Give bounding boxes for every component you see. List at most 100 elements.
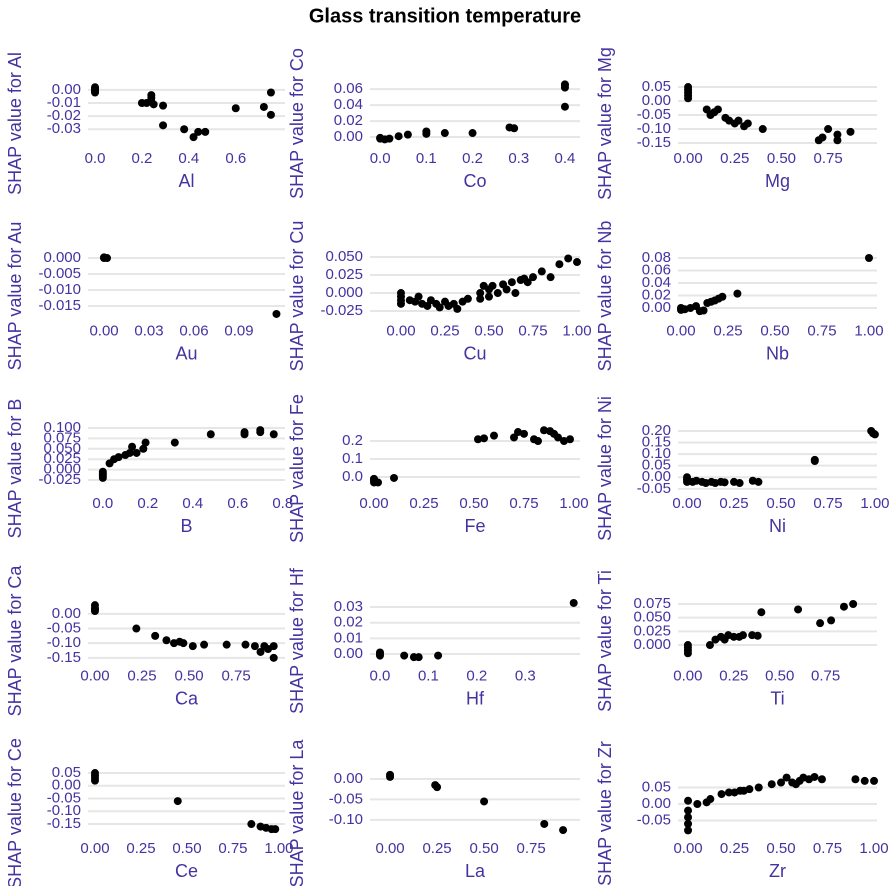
x-tick-label: 0.25 [127, 667, 156, 684]
point [435, 303, 444, 312]
y-tick-label: -0.10 [637, 120, 671, 137]
x-tick-label: 0.0 [370, 667, 391, 684]
point [827, 616, 836, 625]
y-tick-label: -0.15 [637, 134, 671, 151]
point [684, 94, 693, 103]
point [453, 304, 462, 313]
point [520, 429, 528, 438]
x-axis-label: Au [175, 343, 197, 363]
point [241, 640, 250, 649]
y-axis-label: SHAP value for Ni [595, 396, 615, 541]
x-tick-label: 0.3 [508, 150, 529, 167]
point [523, 278, 532, 287]
point [849, 599, 858, 608]
point [240, 428, 249, 437]
x-tick-label: 0.6 [227, 495, 248, 512]
point [440, 129, 449, 138]
x-tick-label: 0.50 [469, 840, 498, 857]
chart-title: Glass transition temperature [309, 5, 581, 27]
point [250, 642, 259, 651]
point [810, 455, 819, 464]
point [476, 289, 485, 298]
point [414, 292, 423, 301]
x-tick-label: 1.00 [859, 840, 888, 857]
point [718, 292, 727, 301]
y-axis-label: SHAP value for Al [5, 52, 25, 195]
point [684, 826, 693, 835]
point [683, 477, 692, 486]
x-tick-label: 0.25 [409, 495, 438, 512]
y-tick-label: 0.00 [642, 92, 671, 109]
y-axis-label: SHAP value for La [287, 739, 307, 886]
x-tick-label: 0.25 [422, 840, 451, 857]
point [194, 127, 203, 136]
x-tick-label: 1.00 [264, 840, 293, 857]
point [745, 785, 754, 794]
x-axis-label: Nb [766, 343, 789, 363]
x-axis-label: Zr [769, 861, 786, 881]
y-tick-label: -0.05 [637, 106, 671, 123]
point [833, 130, 842, 139]
point [222, 640, 231, 649]
y-tick-label: 0.20 [642, 422, 671, 439]
point [159, 101, 168, 110]
y-tick-label: 0.025 [43, 450, 81, 467]
y-tick-label: -0.05 [47, 789, 81, 806]
point [507, 278, 516, 287]
x-tick-label: 0.6 [225, 150, 246, 167]
x-tick-label: 1.00 [562, 322, 591, 339]
y-axis-label: SHAP value for Co [287, 48, 307, 199]
point [179, 639, 188, 648]
x-tick-label: 0.50 [765, 667, 794, 684]
point [266, 88, 275, 97]
point [502, 285, 511, 294]
y-tick-label: 0.03 [334, 598, 363, 615]
y-tick-label: -0.10 [47, 634, 81, 651]
point [269, 653, 278, 662]
point [743, 119, 752, 128]
y-tick-label: 0.075 [633, 595, 671, 612]
y-axis-label: SHAP value for Nb [595, 221, 615, 372]
y-tick-label: 0.050 [633, 609, 671, 626]
point [560, 102, 569, 111]
point [754, 477, 763, 486]
y-tick-label: 0.025 [633, 622, 671, 639]
point [400, 651, 409, 660]
point [269, 642, 278, 651]
y-axis-label: SHAP value for Mg [595, 47, 615, 200]
point [573, 258, 582, 267]
point [540, 426, 548, 435]
y-tick-label: 0.05 [642, 457, 671, 474]
point [824, 125, 833, 134]
y-tick-label: 0.075 [43, 429, 81, 446]
y-tick-label: 0.08 [642, 249, 671, 266]
y-axis-label: SHAP value for Fe [287, 394, 307, 543]
x-tick-label: 0.75 [509, 495, 538, 512]
point [149, 100, 158, 109]
point [147, 91, 156, 100]
point [151, 631, 160, 640]
point [480, 434, 488, 443]
point [733, 289, 742, 298]
x-tick-label: 0.00 [673, 667, 702, 684]
y-tick-label: 0.000 [325, 284, 363, 301]
y-tick-label: -0.10 [329, 811, 363, 828]
y-tick-label: 0.025 [325, 266, 363, 283]
point [724, 788, 733, 797]
point [511, 289, 520, 298]
point [794, 605, 803, 614]
point [870, 430, 879, 439]
x-tick-label: 0.2 [466, 667, 487, 684]
point [738, 631, 747, 640]
point [463, 294, 472, 303]
point [529, 273, 538, 282]
x-tick-label: 0.75 [517, 840, 546, 857]
point [758, 125, 767, 134]
y-tick-label: 0.100 [43, 419, 81, 436]
y-tick-label: -0.02 [47, 107, 81, 124]
point [433, 783, 442, 792]
point [684, 813, 693, 822]
point [734, 116, 743, 125]
point [128, 442, 137, 451]
